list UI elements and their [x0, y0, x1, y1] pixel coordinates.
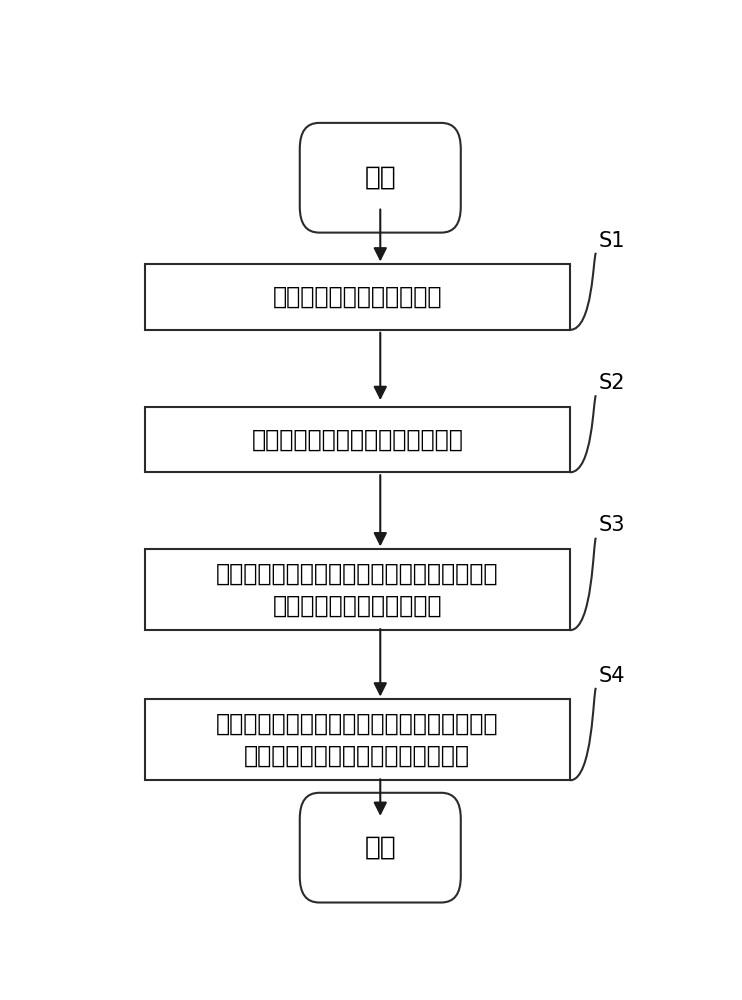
Bar: [145, 264, 570, 330]
Text: 通过所述感应线圈加热所述发热体，所述发热
体传递热量至所述承料崩埚: 通过所述感应线圈加热所述发热体，所述发热 体传递热量至所述承料崩埚: [216, 562, 499, 617]
Text: 将碳化硅原料放到所述承料崩埚内: 将碳化硅原料放到所述承料崩埚内: [252, 428, 463, 452]
Bar: [145, 407, 570, 472]
Text: S1: S1: [599, 231, 626, 251]
Text: 通过调节所述调温装置与所述承料崩埚的顶端
之间的距离，来获得所述碳化硅单晶: 通过调节所述调温装置与所述承料崩埚的顶端 之间的距离，来获得所述碳化硅单晶: [216, 712, 499, 768]
Text: S4: S4: [599, 666, 626, 686]
Text: 结束: 结束: [364, 835, 396, 861]
FancyBboxPatch shape: [300, 123, 461, 233]
Text: S2: S2: [599, 373, 626, 393]
Text: S3: S3: [599, 515, 626, 535]
Text: 提供一碳化硅单晶生长装置: 提供一碳化硅单晶生长装置: [272, 285, 442, 309]
Bar: [145, 549, 570, 630]
Text: 开始: 开始: [364, 165, 396, 191]
FancyBboxPatch shape: [300, 793, 461, 903]
Bar: [145, 699, 570, 780]
